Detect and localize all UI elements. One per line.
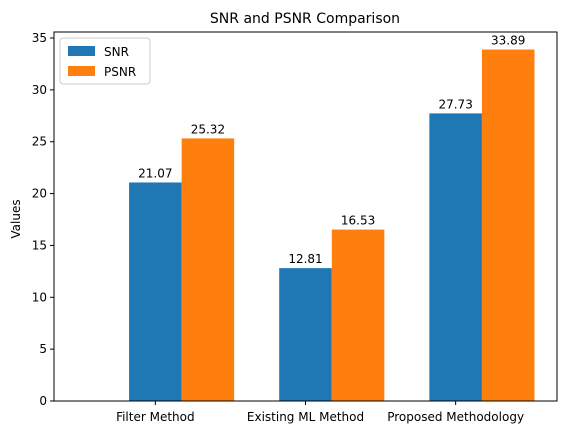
y-tick-label: 20 bbox=[32, 187, 47, 201]
plot-area: 21.07 12.81 27.73 25.32 16.53 33.89 0 5 10 15 20 25… bbox=[32, 31, 558, 424]
legend-label-psnr: PSNR bbox=[104, 65, 136, 79]
y-tick-label: 10 bbox=[32, 290, 47, 304]
legend-label-snr: SNR bbox=[104, 45, 129, 59]
bar-snr-2 bbox=[279, 268, 332, 401]
x-tick-label: Existing ML Method bbox=[247, 410, 364, 424]
y-tick-label: 30 bbox=[32, 83, 47, 97]
y-axis-label: Values bbox=[9, 199, 23, 238]
value-label-snr-1: 21.07 bbox=[138, 166, 172, 180]
y-tick-label: 25 bbox=[32, 135, 47, 149]
y-tick-label: 0 bbox=[39, 394, 47, 408]
y-tick-label: 35 bbox=[32, 31, 47, 45]
value-label-psnr-3: 33.89 bbox=[491, 34, 525, 48]
bar-psnr-2 bbox=[331, 229, 385, 401]
bar-snr-1 bbox=[129, 182, 182, 401]
value-label-psnr-1: 25.32 bbox=[191, 122, 225, 136]
bar-psnr-1 bbox=[181, 138, 235, 401]
y-tick-label: 15 bbox=[32, 238, 47, 252]
bar-snr-3 bbox=[429, 113, 482, 401]
x-tick-label: Proposed Methodology bbox=[387, 410, 524, 424]
axes-frame bbox=[53, 31, 558, 402]
y-tick-label: 5 bbox=[39, 342, 47, 356]
value-label-psnr-2: 16.53 bbox=[341, 214, 375, 228]
x-tick-label: Filter Method bbox=[116, 410, 195, 424]
legend-swatch-psnr bbox=[68, 66, 95, 76]
legend-swatch-snr bbox=[68, 46, 95, 56]
bar-psnr-3 bbox=[481, 49, 535, 401]
value-label-snr-2: 12.81 bbox=[288, 252, 322, 266]
value-label-snr-3: 27.73 bbox=[438, 97, 472, 111]
chart-title: SNR and PSNR Comparison bbox=[210, 11, 400, 27]
